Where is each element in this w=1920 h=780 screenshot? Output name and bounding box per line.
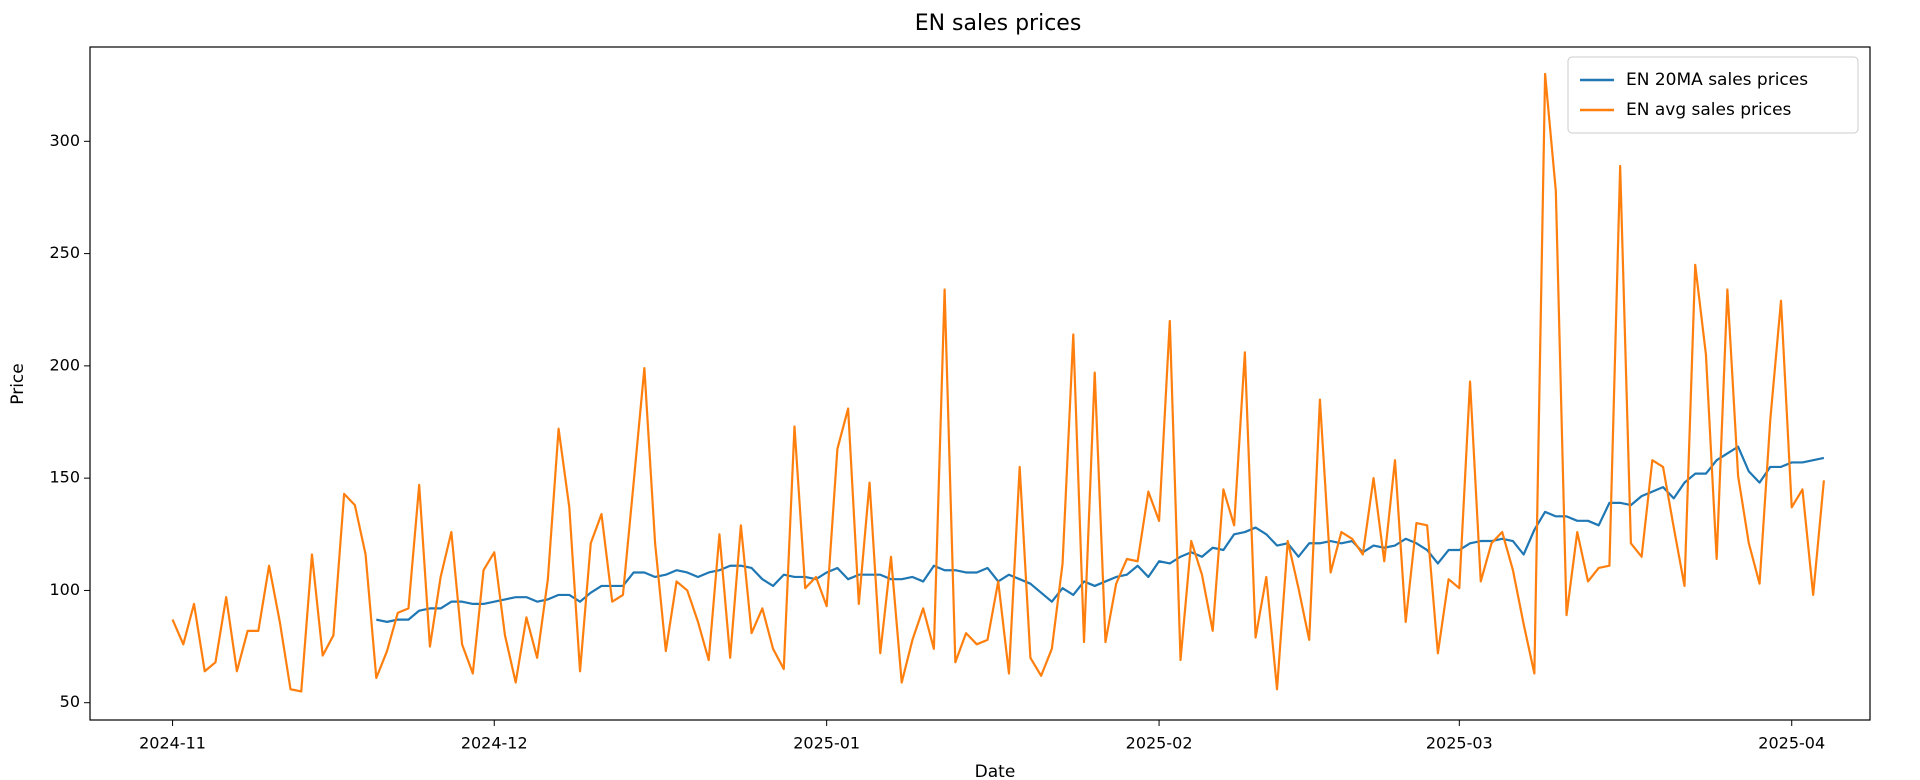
y-tick-label: 250 (49, 243, 80, 262)
y-tick-label: 200 (49, 355, 80, 374)
y-tick-label: 100 (49, 580, 80, 599)
y-tick-label: 150 (49, 468, 80, 487)
x-tick-label: 2025-01 (793, 734, 860, 753)
plot-area (89, 46, 1871, 721)
legend-box (1567, 56, 1859, 134)
legend: EN 20MA sales prices EN avg sales prices (1567, 56, 1859, 134)
x-tick-label: 2025-03 (1426, 734, 1493, 753)
y-tick-label: 50 (60, 692, 80, 711)
x-tick-label: 2024-12 (461, 734, 528, 753)
x-axis-label: Date (975, 762, 1016, 780)
line (171, 72, 1825, 693)
y-tick-label: 300 (49, 131, 80, 150)
legend-label: EN 20MA sales prices (1626, 70, 1808, 90)
chart-title: EN sales prices (915, 11, 1082, 36)
x-tick-label: 2025-02 (1126, 734, 1193, 753)
line (376, 445, 1825, 623)
legend-label: EN avg sales prices (1626, 100, 1792, 120)
x-tick-label: 2024-11 (139, 734, 206, 753)
y-axis-label: Price (8, 363, 28, 404)
x-tick-label: 2025-04 (1758, 734, 1825, 753)
